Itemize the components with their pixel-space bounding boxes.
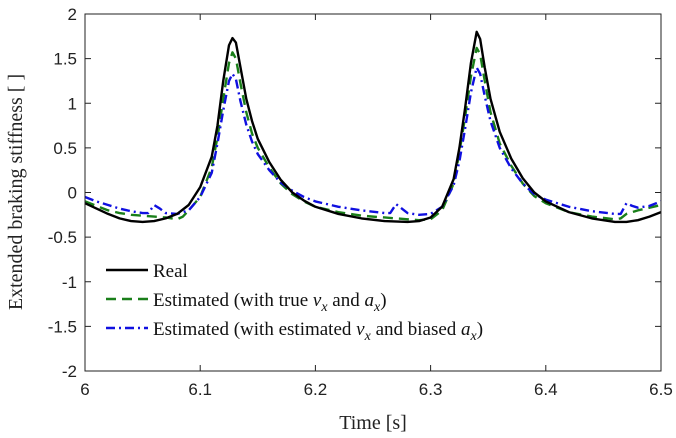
plot-area	[84, 13, 662, 372]
y-tick-label: -1	[62, 273, 77, 292]
legend-text-part: and biased	[371, 319, 461, 340]
y-tick-label: 1.5	[53, 50, 77, 69]
x-tick-label: 6.4	[534, 380, 558, 399]
series-line-real	[84, 30, 662, 224]
y-tick-label: 2	[68, 5, 77, 24]
y-tick-label: -1.5	[48, 317, 77, 336]
y-axis-ticks: -2 -1.5 -1 -0.5 0 0.5 1 1.5 2	[48, 5, 661, 381]
x-tick-label: 6.2	[304, 380, 328, 399]
x-axis-label: Time [s]	[339, 412, 407, 434]
y-tick-label: 0.5	[53, 139, 77, 158]
series-line-estimated-true	[84, 46, 662, 222]
legend-math-symbol: a	[461, 319, 471, 340]
y-tick-label: 0	[68, 184, 77, 203]
legend-subscript: x	[320, 300, 328, 315]
legend-math-symbol: v	[313, 290, 322, 311]
legend-label: Estimated (with true vx and ax)	[153, 290, 387, 315]
x-tick-label: 6.1	[188, 380, 212, 399]
legend-subscript: x	[470, 329, 478, 344]
legend-math-symbol: a	[364, 290, 374, 311]
legend-label: Estimated (with estimated vx and biased …	[153, 319, 483, 344]
x-tick-label: 6.5	[649, 380, 673, 399]
x-tick-label: 6.3	[419, 380, 443, 399]
legend-text-part: )	[477, 319, 483, 340]
legend-math-symbol: v	[356, 319, 365, 340]
legend-text-part: and	[328, 290, 365, 311]
plot-background	[85, 14, 661, 371]
x-axis-ticks: 6 6.1 6.2 6.3 6.4 6.5	[80, 14, 673, 399]
legend-text-part: )	[380, 290, 386, 311]
y-tick-label: -2	[62, 362, 77, 381]
legend-subscript: x	[373, 300, 381, 315]
y-axis-label: Extended braking stiffness [ ]	[5, 74, 27, 310]
legend-text-part: Estimated (with estimated	[153, 319, 356, 340]
legend-label: Real	[153, 261, 188, 282]
legend-text-part: Estimated (with true	[153, 290, 313, 311]
x-tick-label: 6	[80, 380, 89, 399]
y-tick-label: -0.5	[48, 228, 77, 247]
y-tick-label: 1	[68, 94, 77, 113]
series-layer	[84, 30, 662, 224]
legend-text-part: Real	[153, 261, 188, 282]
legend-subscript: x	[364, 329, 372, 344]
